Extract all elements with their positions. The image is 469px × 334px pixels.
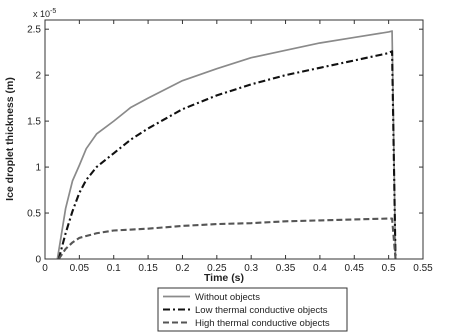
x-tick-label: 0.55 [413,263,433,274]
x-tick-label: 0 [42,263,48,274]
series-line-1 [56,30,397,260]
legend-label-3: High thermal conductive objects [195,318,330,329]
y-tick-label: 1 [35,163,41,174]
x-tick-label: 0.1 [107,263,121,274]
plot-frame [44,19,424,260]
x-axis-label: Time (s) [204,272,244,284]
legend-label-2: Low thermal conductive objects [195,305,328,316]
y-tick-label: 2.5 [27,25,41,36]
y-axis-scale-exponent: x 10-5 [33,8,56,19]
legend: Without objects Low thermal conductive ob… [157,287,348,332]
x-tick-label: 0.3 [244,263,258,274]
x-tick-label: 0.2 [176,263,190,274]
x-tick-label: 0.35 [276,263,296,274]
series-line-2 [57,50,397,260]
plot-border [44,19,424,260]
y-tick-label: 1.5 [27,117,41,128]
plot-lines [56,30,397,260]
x-tick-label: 0.05 [70,263,90,274]
x-tick-label: 0.25 [207,263,227,274]
y-tick-label: 2 [35,71,41,82]
y-tick-label: 0.5 [27,209,41,220]
x-tick-label: 0.15 [138,263,158,274]
x-tick-label: 0.5 [382,263,396,274]
tick-labels: 0 0.05 0.1 0.15 0.2 0.25 0.3 0.35 0.4 0.45 0.5 0.55… [27,20,433,274]
x-tick-label: 0.4 [313,263,327,274]
legend-label-1: Without objects [195,292,260,303]
y-tick-label: 0 [35,255,41,266]
y-axis-label: Ice droplet thickness (m) [4,77,16,201]
x-tick-label: 0.45 [345,263,365,274]
